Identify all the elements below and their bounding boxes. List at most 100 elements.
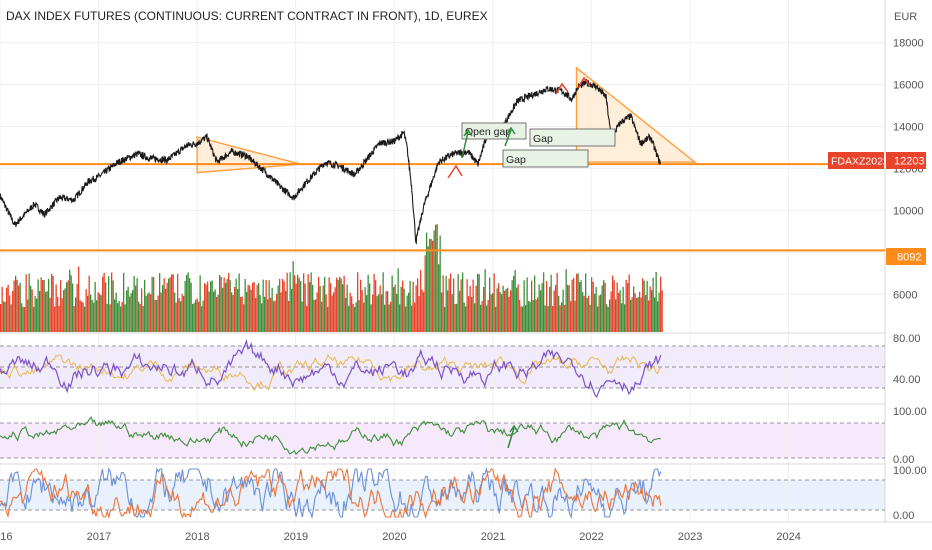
volume-bar bbox=[205, 284, 207, 332]
oscillator-line bbox=[0, 416, 661, 456]
volume-bar bbox=[262, 279, 264, 332]
volume-bar bbox=[294, 275, 296, 332]
volume-bar bbox=[522, 306, 524, 332]
volume-bar bbox=[177, 273, 179, 332]
currency-label: EUR bbox=[894, 11, 917, 23]
volume-bar bbox=[217, 294, 219, 332]
volume-bar bbox=[141, 288, 143, 332]
volume-bar bbox=[430, 239, 432, 332]
volume-bar bbox=[333, 292, 335, 332]
volume-bar bbox=[169, 277, 171, 332]
volume-bar bbox=[241, 296, 243, 332]
volume-bar bbox=[633, 286, 635, 332]
volume-bar bbox=[618, 292, 620, 332]
volume-bar bbox=[154, 299, 156, 332]
volume-bar bbox=[240, 297, 242, 332]
volume-bar bbox=[649, 286, 651, 332]
volume-bar bbox=[516, 287, 518, 332]
volume-bar bbox=[99, 293, 101, 332]
volume-bar bbox=[445, 275, 447, 332]
volume-bar bbox=[555, 284, 557, 332]
volume-bar bbox=[265, 280, 267, 332]
volume-bar bbox=[382, 272, 384, 332]
volume-bar bbox=[565, 269, 567, 332]
volume-bar bbox=[175, 302, 177, 332]
volume-bars bbox=[0, 224, 663, 332]
volume-bar bbox=[207, 281, 209, 332]
volume-bar bbox=[661, 290, 663, 332]
volume-bar bbox=[148, 292, 150, 332]
volume-bar bbox=[628, 274, 630, 332]
volume-bar bbox=[123, 272, 125, 332]
volume-bar bbox=[447, 290, 449, 332]
volume-bar bbox=[91, 299, 93, 332]
volume-bar bbox=[543, 272, 545, 332]
volume-bar bbox=[648, 300, 650, 332]
volume-bar bbox=[409, 280, 411, 332]
volume-bar bbox=[268, 280, 270, 332]
volume-bar bbox=[622, 286, 624, 332]
volume-bar bbox=[144, 279, 146, 332]
volume-bar bbox=[328, 277, 330, 332]
volume-bar bbox=[528, 301, 530, 332]
volume-bar bbox=[456, 303, 458, 332]
volume-bar bbox=[412, 281, 414, 332]
volume-bar bbox=[424, 255, 426, 332]
volume-bar bbox=[462, 272, 464, 332]
volume-bar bbox=[322, 285, 324, 332]
volume-bar bbox=[405, 306, 407, 332]
volume-bar bbox=[76, 284, 78, 332]
volume-bar bbox=[244, 279, 246, 332]
volume-bar bbox=[636, 298, 638, 332]
volume-bar bbox=[502, 285, 504, 332]
volume-bar bbox=[562, 289, 564, 332]
stoch-d-line bbox=[0, 467, 662, 520]
volume-bar bbox=[226, 279, 228, 332]
time-tick-label: 2016 bbox=[0, 531, 12, 543]
volume-bar bbox=[165, 288, 167, 332]
volume-bar bbox=[46, 291, 48, 332]
volume-bar bbox=[330, 283, 332, 332]
volume-bar bbox=[295, 283, 297, 332]
volume-bar bbox=[645, 295, 647, 332]
volume-bar bbox=[214, 289, 216, 332]
triangle-pattern-2022 bbox=[575, 66, 697, 163]
volume-bar bbox=[384, 304, 386, 332]
volume-bar bbox=[195, 299, 197, 332]
volume-bar bbox=[109, 304, 111, 332]
volume-bar bbox=[235, 278, 237, 332]
volume-bar bbox=[468, 296, 470, 332]
volume-bar bbox=[477, 273, 479, 332]
volume-bar bbox=[237, 289, 239, 332]
time-tick-label: 2021 bbox=[481, 531, 505, 543]
volume-bar bbox=[640, 297, 642, 332]
volume-bar bbox=[228, 272, 230, 332]
volume-bar bbox=[394, 284, 396, 332]
volume-bar bbox=[30, 285, 32, 332]
volume-bar bbox=[586, 297, 588, 332]
volume-bar bbox=[378, 294, 380, 332]
volume-bar bbox=[607, 306, 609, 332]
volume-bar bbox=[216, 296, 218, 332]
volume-bar bbox=[145, 295, 147, 332]
volume-bar bbox=[54, 306, 56, 332]
volume-bar bbox=[513, 275, 515, 332]
volume-bar bbox=[250, 289, 252, 332]
volume-bar bbox=[615, 299, 617, 332]
volume-bar bbox=[31, 289, 33, 332]
volume-bar bbox=[271, 287, 273, 332]
volume-bar bbox=[306, 305, 308, 332]
volume-bar bbox=[301, 301, 303, 332]
volume-bar bbox=[118, 301, 120, 332]
volume-bar bbox=[523, 280, 525, 332]
volume-bar bbox=[126, 290, 128, 332]
volume-bar bbox=[139, 303, 141, 332]
volume-bar bbox=[652, 277, 654, 332]
volume-bar bbox=[448, 278, 450, 332]
volume-bar bbox=[52, 275, 54, 332]
volume-bar bbox=[574, 300, 576, 332]
volume-bar bbox=[202, 300, 204, 332]
volume-bar bbox=[594, 293, 596, 332]
volume-bar bbox=[495, 306, 497, 332]
volume-bar bbox=[34, 296, 36, 332]
